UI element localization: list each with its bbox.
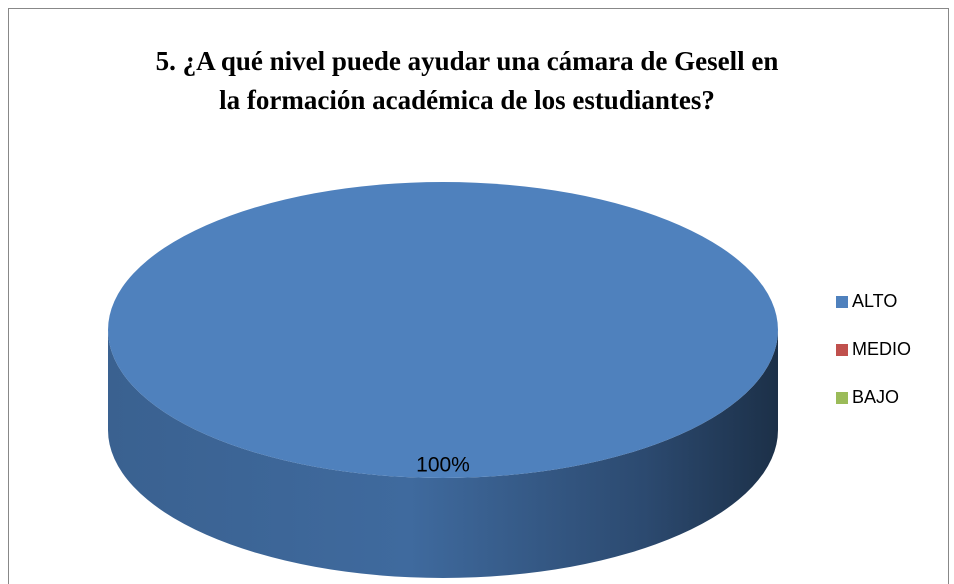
data-label: 100% [416,454,470,477]
legend-label: MEDIO [852,339,911,359]
legend-swatch [836,344,848,356]
legend-label: ALTO [852,291,897,311]
pie-side [108,330,778,578]
chart-title: la formación académica de los estudiante… [219,85,715,115]
legend-swatch [836,392,848,404]
legend-swatch [836,296,848,308]
legend-label: BAJO [852,387,899,407]
pie-slice [108,182,778,478]
chart-title: 5. ¿A qué nivel puede ayudar una cámara … [156,46,779,76]
